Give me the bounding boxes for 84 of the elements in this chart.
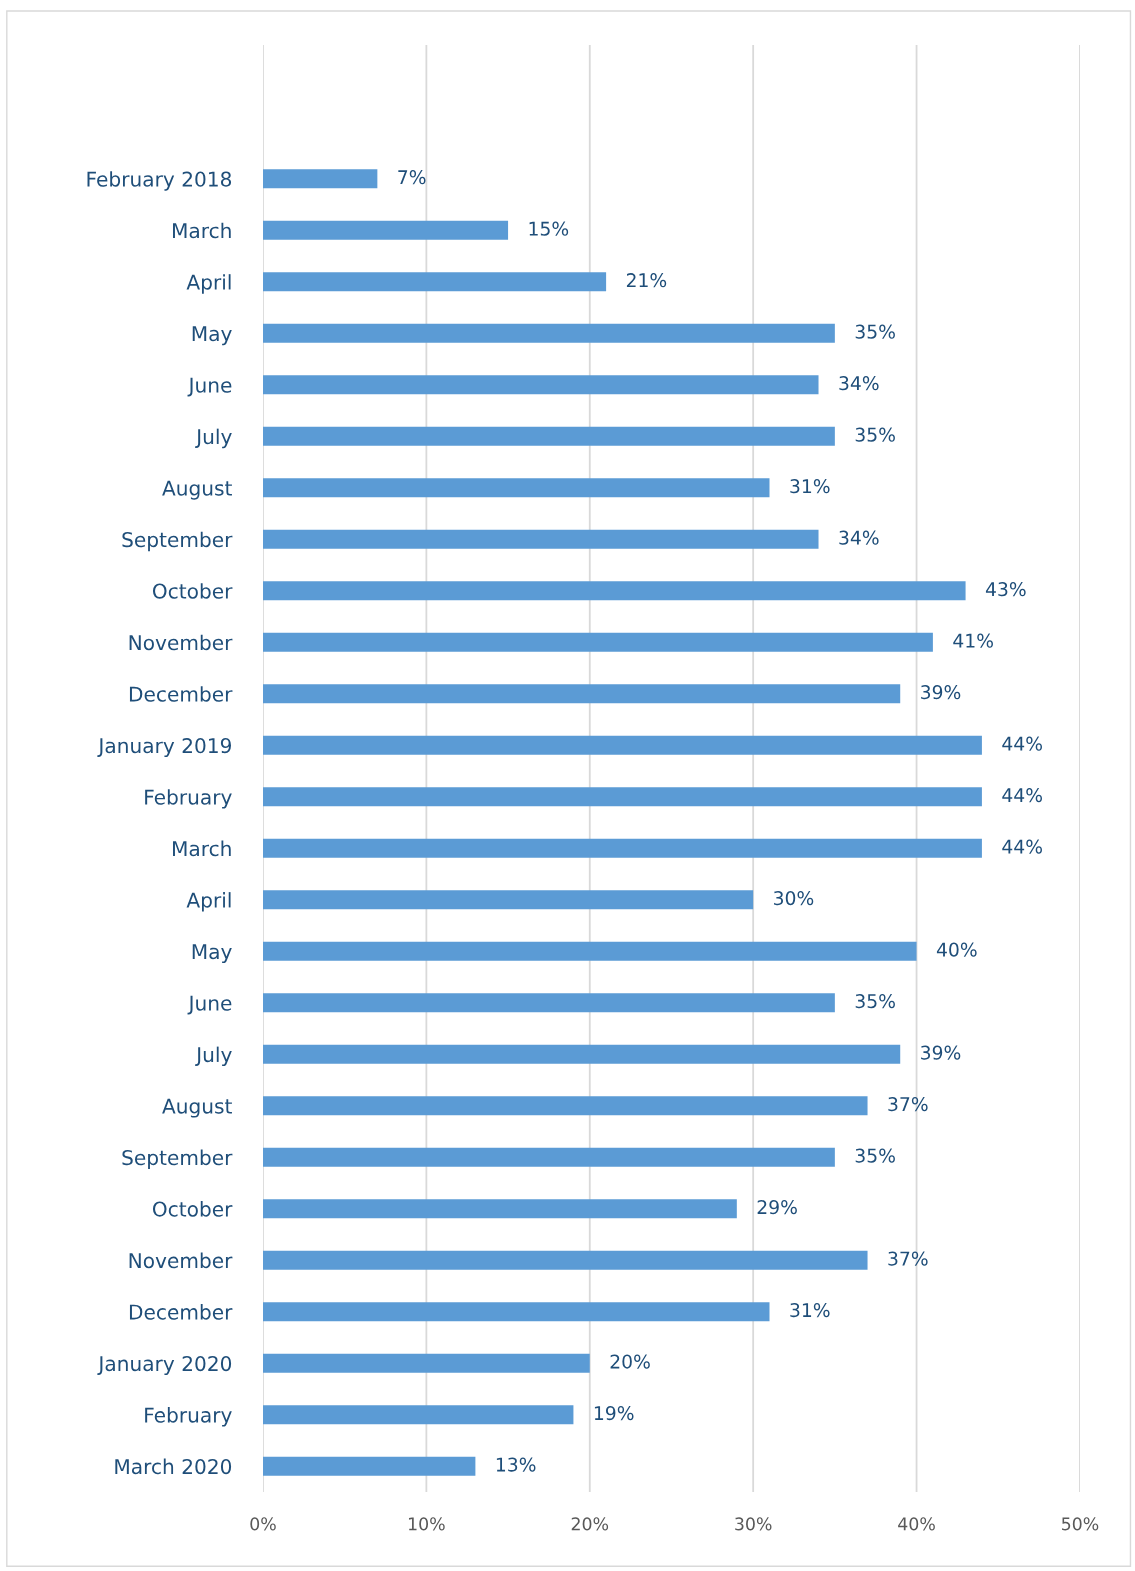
y-tick-label: April (186, 892, 231, 912)
y-tick-label: February (145, 1407, 232, 1427)
y-tick-label: February 2018 (87, 171, 232, 191)
y-tick-label: February (145, 789, 232, 809)
data-label: 30% (774, 891, 814, 906)
bar (262, 838, 982, 858)
y-tick-label: September (122, 531, 233, 552)
bar (262, 1405, 574, 1425)
y-tick-label: January 2020 (97, 1355, 232, 1376)
bar (262, 529, 819, 549)
y-tick-label: September (122, 1149, 233, 1170)
data-label: 35% (855, 324, 895, 339)
bar (262, 426, 835, 446)
bar (262, 1147, 835, 1167)
y-tick-label: July (195, 428, 232, 449)
data-label: 43% (985, 582, 1026, 597)
y-tick-label: November (129, 634, 233, 651)
data-label: 31% (790, 1303, 830, 1318)
data-label: 37% (888, 1251, 928, 1266)
bar (262, 993, 835, 1013)
bar (262, 220, 509, 240)
bar (262, 1456, 476, 1476)
bar (262, 478, 770, 498)
data-label: 21% (626, 273, 667, 288)
y-tick-label: June (187, 377, 232, 397)
data-label: 44% (1002, 839, 1042, 854)
bar (262, 735, 982, 755)
y-tick-label: January 2019 (97, 737, 232, 758)
bar (262, 169, 378, 189)
data-label: 41% (953, 633, 993, 648)
bar (262, 1199, 737, 1219)
x-tick-label: 0% (250, 1517, 276, 1531)
x-tick-label: 10% (408, 1517, 445, 1531)
bar (262, 1353, 590, 1373)
bar (262, 581, 966, 601)
bar (262, 1096, 868, 1116)
y-tick-label: July (195, 1046, 232, 1067)
y-tick-label: June (187, 995, 232, 1015)
bar (262, 1044, 901, 1064)
x-tick-label: 40% (898, 1517, 935, 1531)
y-tick-label: April (186, 274, 231, 294)
data-label: 7% (398, 170, 426, 185)
y-tick-label: August (162, 1098, 232, 1118)
data-label: 31% (790, 479, 830, 494)
data-label: 34% (839, 530, 879, 545)
data-label: 19% (594, 1405, 634, 1421)
data-label: 44% (1002, 788, 1042, 803)
y-tick-label: March (173, 840, 231, 857)
data-label: 20% (610, 1354, 650, 1369)
data-label: 35% (855, 1148, 895, 1163)
y-tick-label: October (152, 1201, 233, 1217)
bar (262, 1250, 868, 1270)
y-tick-label: August (162, 480, 232, 500)
x-tick-label: 30% (735, 1517, 772, 1531)
y-tick-label: October (152, 583, 233, 599)
data-label: 37% (888, 1097, 928, 1112)
data-label: 44% (1002, 736, 1042, 751)
bar (262, 787, 982, 807)
data-label: 40% (936, 942, 977, 957)
bar (262, 941, 917, 961)
bar (262, 684, 901, 704)
bar (262, 1302, 770, 1322)
data-label: 34% (839, 376, 879, 391)
bar (262, 272, 607, 292)
data-label: 15% (529, 221, 569, 236)
y-tick-label: December (129, 686, 233, 702)
bar (262, 375, 819, 395)
bar (262, 632, 933, 652)
data-label: 35% (855, 994, 895, 1009)
data-label: 29% (757, 1200, 797, 1215)
x-tick-label: 50% (1062, 1517, 1099, 1531)
y-tick-label: March (173, 222, 231, 239)
y-tick-label: December (129, 1304, 233, 1320)
y-tick-label: November (129, 1252, 233, 1269)
data-label: 35% (855, 427, 895, 442)
bar (262, 890, 754, 910)
y-tick-label: May (192, 326, 232, 346)
y-tick-label: May (192, 944, 232, 964)
data-label: 39% (921, 1045, 961, 1060)
y-tick-label: March 2020 (115, 1458, 232, 1475)
data-label: 13% (496, 1457, 536, 1472)
data-label: 39% (921, 685, 961, 700)
bar (262, 323, 835, 343)
x-tick-label: 20% (571, 1517, 609, 1531)
